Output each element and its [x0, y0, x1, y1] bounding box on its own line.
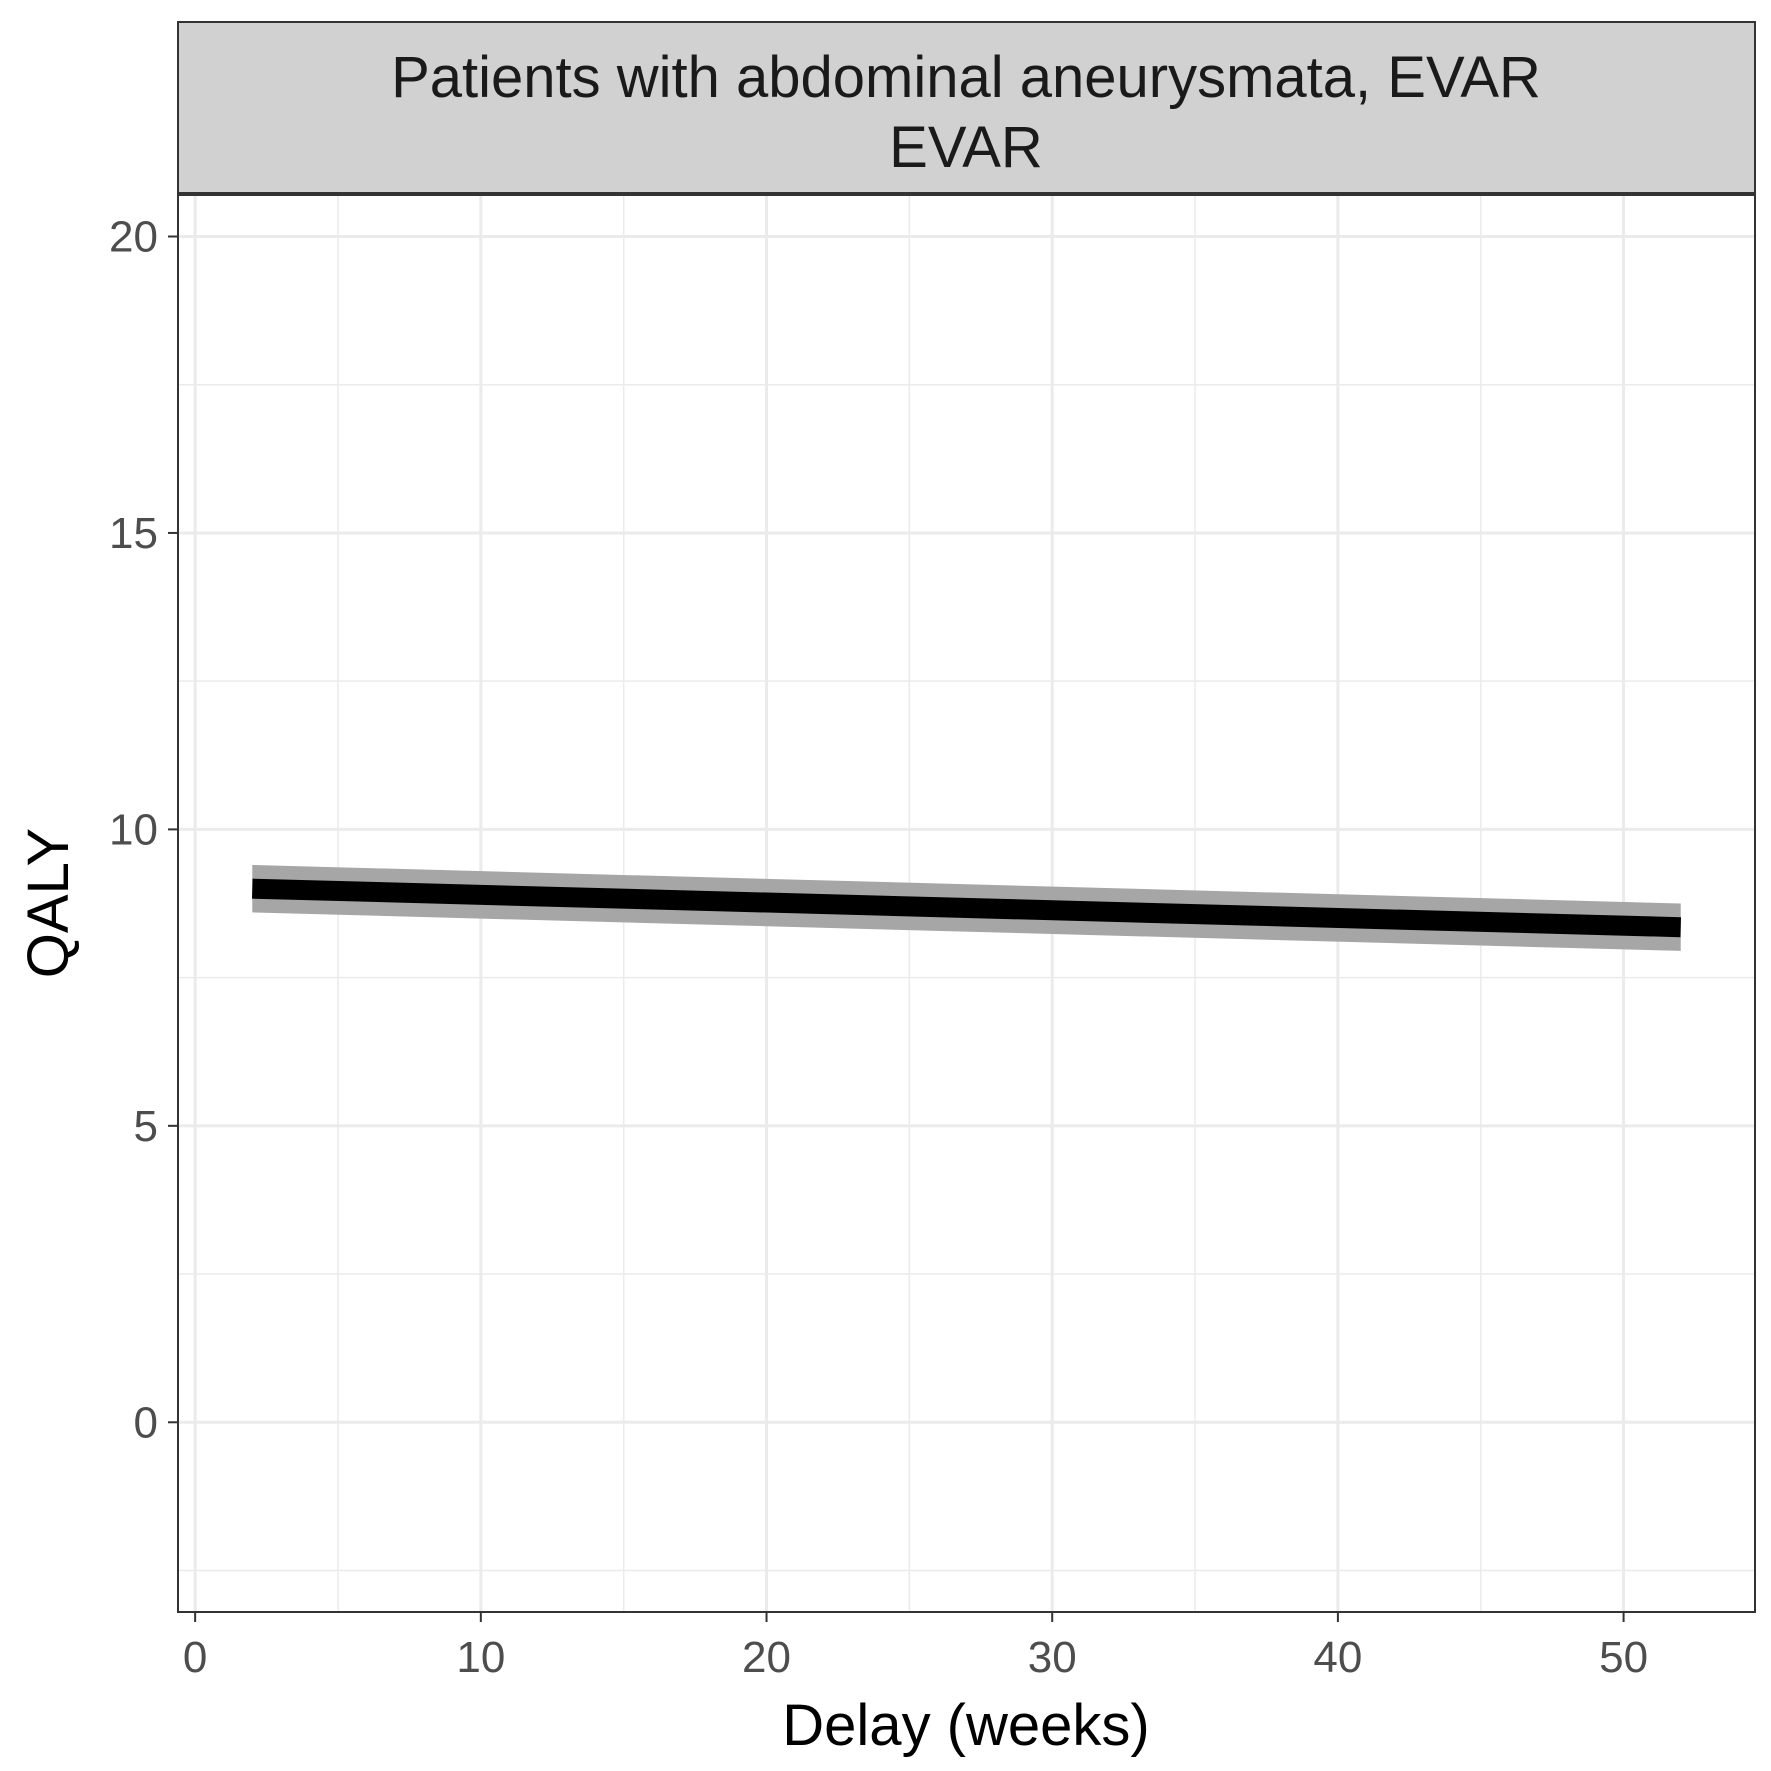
panel-border [177, 194, 1756, 1613]
y-tick-label: 5 [134, 1102, 158, 1151]
facet-strip-line-1: Patients with abdominal aneurysmata, EVA… [391, 45, 1541, 110]
y-tick-label: 20 [109, 213, 158, 262]
facet-strip [177, 21, 1756, 194]
y-tick-label: 15 [109, 509, 158, 558]
y-tick-label: 10 [109, 805, 158, 854]
x-axis: 0 10 20 30 40 50 [183, 1612, 1648, 1682]
y-tick-label: 0 [134, 1398, 158, 1447]
x-tick-label: 20 [742, 1633, 791, 1682]
x-tick-label: 40 [1313, 1633, 1362, 1682]
y-axis-title: QALY [16, 828, 81, 978]
x-axis-title: Delay (weeks) [782, 1693, 1149, 1758]
series-line [252, 878, 1681, 938]
x-tick-label: 10 [456, 1633, 505, 1682]
facet-strip-line-2: EVAR [889, 115, 1043, 180]
x-tick-label: 50 [1599, 1633, 1648, 1682]
data-marks [252, 864, 1681, 951]
y-axis: 0 5 10 15 20 [109, 213, 178, 1447]
x-tick-label: 30 [1028, 1633, 1077, 1682]
x-tick-label: 0 [183, 1633, 207, 1682]
